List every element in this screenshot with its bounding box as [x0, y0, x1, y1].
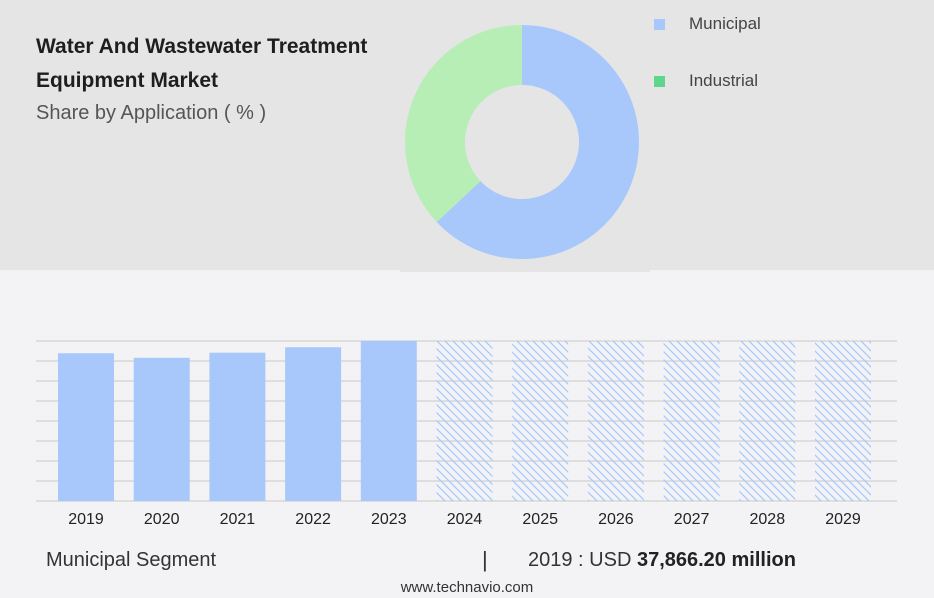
panel-edge — [400, 260, 650, 272]
bar-forecast-2027 — [663, 341, 720, 501]
segment-value-prefix: 2019 : USD — [528, 549, 632, 571]
bar-2021 — [209, 352, 266, 501]
website-link[interactable]: www.technavio.com — [400, 579, 534, 596]
legend-label-industrial: Industrial — [689, 71, 758, 90]
bar-forecast-2026 — [587, 341, 644, 501]
x-tick-label-2027: 2027 — [674, 511, 710, 528]
segment-value-amount: 37,866.20 million — [636, 549, 796, 571]
x-tick-label-2022: 2022 — [295, 511, 331, 528]
bar-forecast-2029 — [815, 341, 871, 501]
bar-2022 — [285, 347, 342, 501]
x-tick-label-2021: 2021 — [220, 511, 256, 528]
x-tick-label-2029: 2029 — [825, 511, 861, 528]
bar-2020 — [133, 357, 190, 501]
x-tick-label-2028: 2028 — [750, 511, 786, 528]
legend-item-municipal: Municipal — [654, 12, 761, 36]
legend-swatch-municipal — [654, 18, 665, 30]
legend-swatch-industrial — [654, 75, 665, 87]
bar-forecast-2024 — [436, 341, 493, 501]
x-tick-label-2024: 2024 — [447, 511, 483, 528]
chart-title: Water And Wastewater Treatment Equipment… — [36, 35, 368, 92]
x-tick-label-2019: 2019 — [68, 511, 104, 528]
donut-slice-municipal — [436, 25, 639, 259]
donut-chart — [400, 25, 650, 272]
legend-label-municipal: Municipal — [689, 14, 761, 33]
bar-2019 — [58, 353, 114, 501]
bar-forecast-2025 — [512, 341, 569, 501]
chart-subtitle: Share by Application ( % ) — [36, 102, 267, 124]
x-tick-label-2026: 2026 — [598, 511, 634, 528]
x-tick-label-2023: 2023 — [371, 511, 407, 528]
bar-forecast-2028 — [739, 341, 796, 501]
donut-slice-industrial — [405, 25, 522, 223]
x-tick-label-2025: 2025 — [522, 511, 558, 528]
footer-separator: | — [482, 547, 488, 572]
segment-label: Municipal Segment — [46, 549, 217, 571]
x-tick-label-2020: 2020 — [144, 511, 180, 528]
legend-item-industrial: Industrial — [654, 69, 761, 93]
segment-value: 2019 : USD 37,866.20 million — [528, 549, 796, 572]
legend: Municipal Industrial — [654, 12, 761, 126]
bar-2023 — [360, 341, 417, 501]
bar-chart: 2019 2020 2021 2022 2023 2024 2025 2026 2027 2028… — [36, 340, 897, 528]
